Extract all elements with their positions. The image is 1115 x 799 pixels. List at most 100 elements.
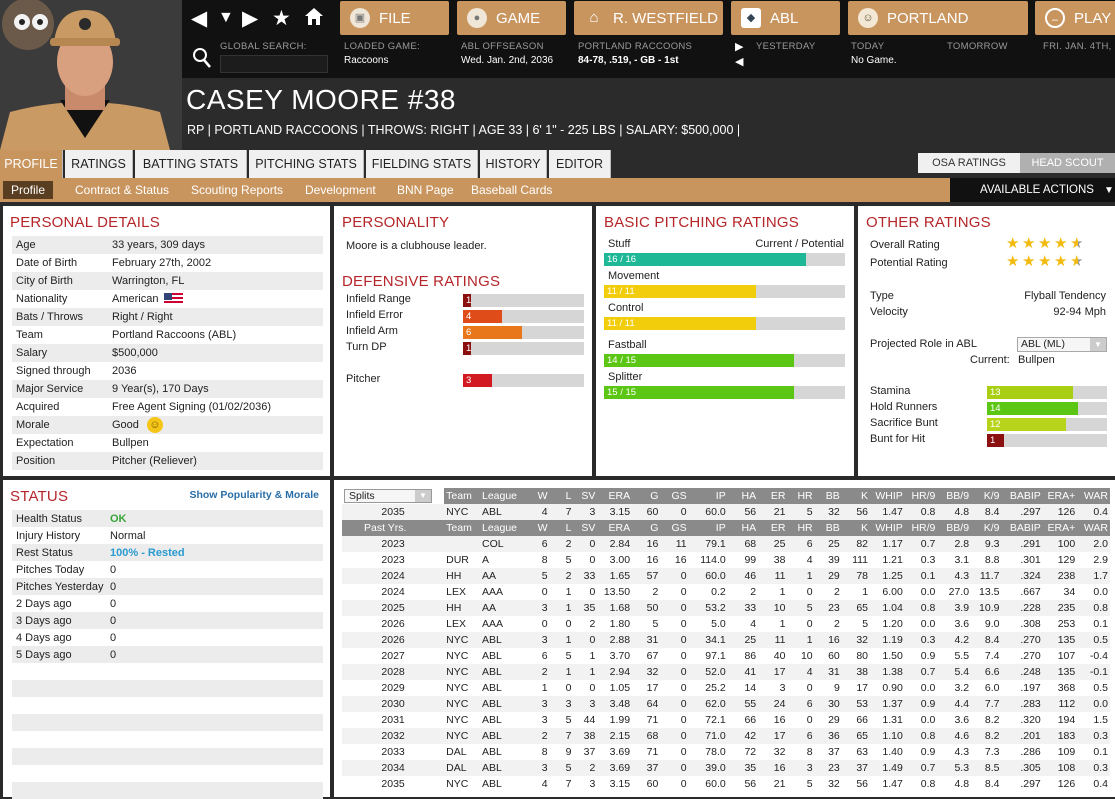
stats-column-header[interactable]: K/9: [971, 488, 1002, 504]
stats-column-header[interactable]: BABIP: [1001, 488, 1043, 504]
stats-column-header[interactable]: WAR: [1077, 520, 1110, 536]
play-menu-button[interactable]: – PLAY: [1035, 1, 1115, 35]
stats-column-header[interactable]: K: [841, 520, 871, 536]
bookmark-star-icon[interactable]: ★: [272, 7, 291, 30]
stats-column-header[interactable]: L: [549, 520, 574, 536]
stats-cell: 0: [660, 632, 689, 648]
next-day-label[interactable]: FRI. JAN. 4TH,: [1043, 41, 1112, 52]
stats-column-header[interactable]: ERA+: [1042, 520, 1078, 536]
stats-column-header[interactable]: Team: [444, 520, 480, 536]
stats-column-header[interactable]: ERA: [597, 488, 633, 504]
stats-column-header[interactable]: G: [632, 488, 661, 504]
stats-cell: 100: [1042, 536, 1078, 552]
stats-cell: 21: [758, 776, 788, 792]
stats-cell: 1.17: [870, 536, 905, 552]
tab-editor[interactable]: EDITOR: [549, 150, 611, 178]
yesterday-label[interactable]: YESTERDAY: [756, 41, 816, 52]
stats-column-header[interactable]: K: [841, 488, 871, 504]
stats-column-header[interactable]: HR/9: [904, 520, 938, 536]
stats-cell: 3: [573, 504, 598, 520]
file-menu-button[interactable]: ▣ FILE: [340, 1, 449, 35]
play-arrow-icon[interactable]: ▶: [735, 41, 744, 53]
available-actions-button[interactable]: AVAILABLE ACTIONS ▼: [950, 178, 1115, 202]
stats-column-header[interactable]: HA: [727, 520, 759, 536]
pitch-rating-bar: 14 / 15: [604, 354, 845, 367]
rating-value: 14: [990, 403, 1001, 414]
stats-column-header[interactable]: W: [522, 520, 550, 536]
search-icon[interactable]: [192, 47, 212, 74]
personal-row-value[interactable]: American: [112, 293, 159, 305]
stats-column-header[interactable]: ERA: [597, 520, 633, 536]
stats-column-header[interactable]: WAR: [1077, 488, 1110, 504]
game-menu-button[interactable]: ● GAME: [457, 1, 566, 35]
stats-column-header[interactable]: ER: [758, 488, 788, 504]
subtab-scouting-reports[interactable]: Scouting Reports: [191, 183, 284, 197]
osa-ratings-toggle[interactable]: OSA RATINGS: [918, 153, 1020, 173]
stats-cell: 1: [549, 584, 574, 600]
today-label: TODAY: [851, 41, 885, 52]
stats-column-header[interactable]: K/9: [971, 520, 1002, 536]
stats-column-header[interactable]: GS: [660, 488, 689, 504]
stats-column-header[interactable]: SV: [573, 488, 598, 504]
top-menu-bar: ◀ ▼ ▶ ★ ▣ FILE ● GAME ⌂ R. WESTFIELD ◆ ABL ☺…: [0, 0, 1115, 78]
stats-column-header[interactable]: ERA+: [1042, 488, 1078, 504]
stats-row: 2031 NYC ABL 3 5 44 1.99 71 0 72.1 66 16 0 29 66 1.31 0.…: [342, 712, 1110, 728]
splits-select[interactable]: Splits ▼: [344, 489, 432, 503]
stats-column-header[interactable]: HR: [787, 488, 815, 504]
stats-cell: 16: [758, 712, 788, 728]
show-popularity-morale-link[interactable]: Show Popularity & Morale: [189, 489, 319, 501]
stats-column-header[interactable]: IP: [688, 488, 728, 504]
stats-row: 2029 NYC ABL 1 0 0 1.05 17 0 25.2 14 3 0 9 17 0.90 0.0 3.…: [342, 680, 1110, 696]
stats-column-header[interactable]: BB/9: [937, 488, 972, 504]
stats-column-header[interactable]: BB: [814, 488, 842, 504]
head-scout-toggle[interactable]: HEAD SCOUT: [1020, 153, 1115, 173]
subtab-baseball-cards[interactable]: Baseball Cards: [471, 183, 553, 197]
player-summary: RP | PORTLAND RACCOONS | THROWS: RIGHT |…: [187, 123, 741, 137]
tab-fielding-stats[interactable]: FIELDING STATS: [366, 150, 478, 178]
stats-column-header[interactable]: Team: [444, 488, 480, 504]
stats-column-header[interactable]: League: [479, 488, 523, 504]
team-menu-button[interactable]: ☺ PORTLAND: [848, 1, 1028, 35]
stats-column-header[interactable]: HR: [787, 520, 815, 536]
stats-cell: 65: [841, 728, 871, 744]
stats-column-header[interactable]: W: [522, 488, 550, 504]
stats-column-header[interactable]: L: [549, 488, 574, 504]
tab-ratings[interactable]: RATINGS: [65, 150, 133, 178]
home-icon[interactable]: [303, 6, 325, 32]
forward-arrow-icon[interactable]: ▶: [242, 7, 259, 30]
subtab-profile[interactable]: Profile: [3, 181, 54, 199]
stats-column-header[interactable]: League: [479, 520, 523, 536]
tab-profile[interactable]: PROFILE: [0, 150, 63, 178]
stats-cell: -0.1: [1077, 664, 1110, 680]
stats-column-header[interactable]: BB/9: [937, 520, 972, 536]
stats-cell: 0.0: [904, 584, 938, 600]
subtab-development[interactable]: Development: [305, 183, 376, 197]
subtab-bnn-page[interactable]: BNN Page: [397, 183, 454, 197]
stats-column-header[interactable]: WHIP: [870, 488, 905, 504]
stats-column-header[interactable]: SV: [573, 520, 598, 536]
personal-row-value[interactable]: Portland Raccoons (ABL): [112, 329, 237, 341]
subtab-contract-status[interactable]: Contract & Status: [75, 183, 170, 197]
stats-cell: 60: [814, 648, 842, 664]
global-search-input[interactable]: [220, 55, 328, 73]
league-menu-button[interactable]: ◆ ABL: [731, 1, 840, 35]
tab-batting-stats[interactable]: BATTING STATS: [135, 150, 247, 178]
history-dropdown-icon[interactable]: ▼: [218, 9, 234, 26]
stats-column-header[interactable]: BABIP: [1001, 520, 1043, 536]
stats-column-header[interactable]: IP: [688, 520, 728, 536]
stats-cell: 3.9: [937, 600, 972, 616]
rewind-arrow-icon[interactable]: ◀: [735, 56, 744, 68]
stats-column-header[interactable]: GS: [660, 520, 689, 536]
role-select[interactable]: ABL (ML) ▼: [1017, 337, 1107, 352]
back-arrow-icon[interactable]: ◀: [191, 7, 208, 30]
stats-column-header[interactable]: BB: [814, 520, 842, 536]
stats-column-header[interactable]: G: [632, 520, 661, 536]
manager-menu-button[interactable]: ⌂ R. WESTFIELD: [574, 1, 723, 35]
stats-column-header[interactable]: HR/9: [904, 488, 938, 504]
stats-column-header[interactable]: ER: [758, 520, 788, 536]
tab-history[interactable]: HISTORY: [480, 150, 547, 178]
tomorrow-label[interactable]: TOMORROW: [947, 41, 1008, 52]
stats-column-header[interactable]: WHIP: [870, 520, 905, 536]
tab-pitching-stats[interactable]: PITCHING STATS: [249, 150, 364, 178]
stats-column-header[interactable]: HA: [727, 488, 759, 504]
